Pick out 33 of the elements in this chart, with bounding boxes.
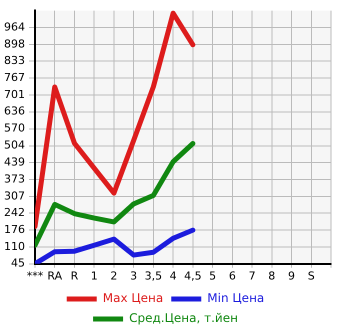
y-tick-label: 373 xyxy=(4,172,25,186)
x-tick-label: *** xyxy=(26,269,44,282)
x-tick-label: 8 xyxy=(268,269,276,282)
y-tick-label: 636 xyxy=(4,104,25,118)
legend-label: Max Цена xyxy=(102,291,164,306)
y-tick-label: 767 xyxy=(4,71,25,84)
y-tick-label: 833 xyxy=(4,54,25,68)
x-tick-label: S xyxy=(308,269,315,282)
x-tick-label: 2 xyxy=(110,269,118,282)
x-tick-label: 5 xyxy=(209,269,216,282)
legend-label: Сред.Цена, т.йен xyxy=(129,311,238,326)
y-tick-label: 504 xyxy=(4,138,25,152)
y-tick-label: 45 xyxy=(10,256,25,270)
x-tick-label: 7 xyxy=(248,269,256,282)
y-tick-label: 898 xyxy=(4,37,25,50)
x-tick-label: 6 xyxy=(228,269,236,282)
y-tick-label: 242 xyxy=(4,206,25,220)
x-tick-label: 3,5 xyxy=(144,269,162,282)
y-tick-label: 964 xyxy=(4,20,25,34)
x-tick-label: R xyxy=(70,269,79,282)
x-tick-label: 1 xyxy=(90,269,98,282)
y-tick-label: 439 xyxy=(4,155,25,168)
y-tick-label: 176 xyxy=(4,222,25,236)
x-tick-label: 4 xyxy=(170,269,177,282)
x-tick-label: 4,5 xyxy=(184,269,202,282)
y-tick-label: 307 xyxy=(4,189,25,202)
x-tick-label: RA xyxy=(47,269,63,282)
x-tick-label: 9 xyxy=(288,269,296,282)
y-tick-label: 570 xyxy=(4,122,25,135)
x-tick-label: 3 xyxy=(130,269,138,282)
legend-label: Min Цена xyxy=(207,291,264,306)
y-tick-label: 701 xyxy=(4,88,25,102)
y-tick-label: 110 xyxy=(4,240,25,253)
